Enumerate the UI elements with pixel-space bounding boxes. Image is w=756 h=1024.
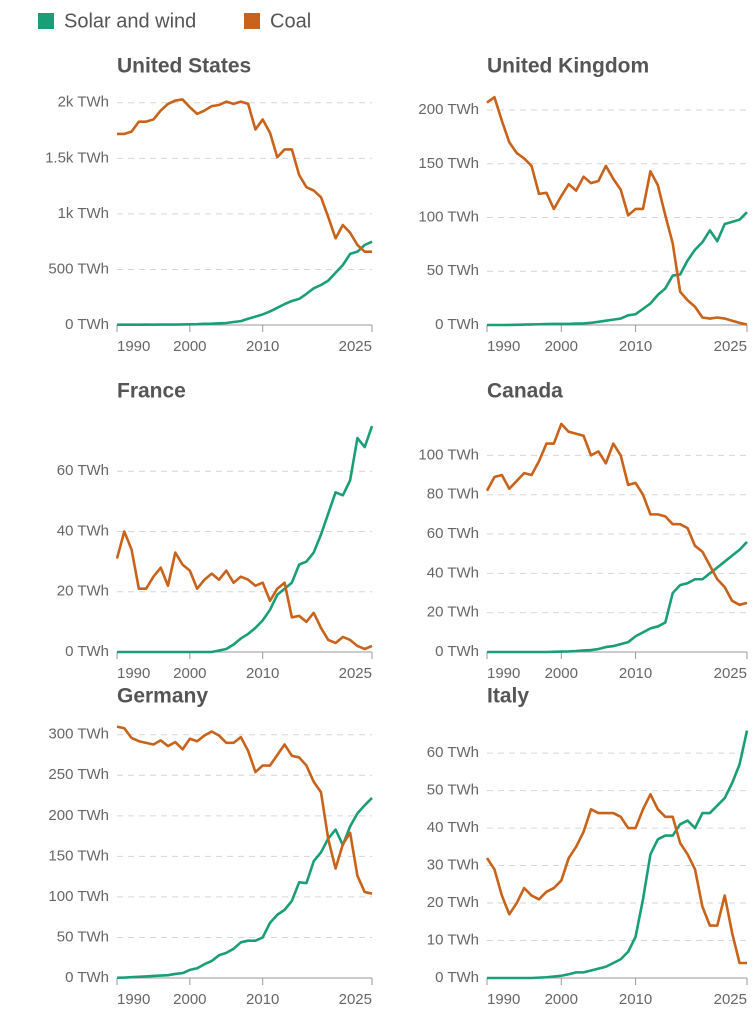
x-tick-label: 1990 (487, 338, 520, 355)
y-tick-label: 0 TWh (65, 643, 109, 660)
series-line (117, 98, 372, 253)
panel-title: France (117, 380, 186, 403)
y-tick-label: 40 TWh (427, 819, 479, 836)
y-tick-label: 20 TWh (427, 604, 479, 621)
y-tick-label: 0 TWh (435, 969, 479, 986)
y-tick-label: 150 TWh (418, 155, 479, 172)
y-tick-label: 1k TWh (58, 205, 109, 222)
y-tick-label: 60 TWh (427, 525, 479, 542)
x-tick-label: 2000 (173, 338, 206, 355)
series-line (485, 793, 747, 965)
panel-title: Canada (487, 380, 563, 403)
x-tick-label: 2000 (173, 991, 206, 1008)
y-tick-label: 300 TWh (48, 726, 109, 743)
y-tick-label: 50 TWh (57, 928, 109, 945)
y-tick-label: 2k TWh (58, 94, 109, 111)
y-tick-label: 250 TWh (48, 766, 109, 783)
legend-swatch (38, 13, 54, 29)
y-tick-label: 200 TWh (418, 101, 479, 118)
x-tick-label: 2010 (246, 665, 279, 682)
y-tick-label: 0 TWh (435, 316, 479, 333)
x-tick-label: 2000 (545, 665, 578, 682)
y-tick-label: 40 TWh (57, 522, 109, 539)
panel-title: United States (117, 55, 251, 78)
y-tick-label: 60 TWh (427, 744, 479, 761)
x-tick-label: 2000 (545, 338, 578, 355)
x-tick-label: 1990 (117, 665, 150, 682)
y-tick-label: 0 TWh (435, 643, 479, 660)
legend-swatch (244, 13, 260, 29)
series-line (487, 211, 748, 327)
y-tick-label: 1.5k TWh (45, 149, 109, 166)
x-tick-label: 2025 (714, 991, 747, 1008)
x-tick-label: 2025 (339, 991, 372, 1008)
series-line (487, 541, 748, 654)
series-line (116, 725, 373, 895)
y-tick-label: 50 TWh (427, 782, 479, 799)
x-tick-label: 2025 (714, 665, 747, 682)
y-tick-label: 0 TWh (65, 316, 109, 333)
y-tick-label: 100 TWh (48, 888, 109, 905)
y-tick-label: 10 TWh (427, 931, 479, 948)
x-tick-label: 1990 (487, 991, 520, 1008)
y-tick-label: 60 TWh (57, 462, 109, 479)
x-tick-label: 1990 (117, 991, 150, 1008)
x-tick-label: 2025 (339, 338, 372, 355)
y-tick-label: 40 TWh (427, 564, 479, 581)
legend-label: Solar and wind (64, 10, 196, 32)
x-tick-label: 2010 (619, 665, 652, 682)
x-tick-label: 2010 (246, 991, 279, 1008)
y-tick-label: 20 TWh (57, 583, 109, 600)
panel-title: United Kingdom (487, 55, 649, 78)
x-tick-label: 2010 (619, 338, 652, 355)
y-tick-label: 100 TWh (418, 208, 479, 225)
y-tick-label: 20 TWh (427, 894, 479, 911)
y-tick-label: 50 TWh (427, 262, 479, 279)
legend: Solar and wind Coal (38, 10, 311, 32)
x-tick-label: 1990 (487, 665, 520, 682)
y-tick-label: 30 TWh (427, 857, 479, 874)
y-tick-label: 0 TWh (65, 969, 109, 986)
legend-label: Coal (270, 10, 311, 32)
x-tick-label: 2025 (714, 338, 747, 355)
series-line (487, 730, 749, 980)
series-line (117, 425, 374, 654)
x-tick-label: 2000 (173, 665, 206, 682)
series-line (116, 797, 373, 980)
panel-title: Italy (487, 685, 529, 708)
series-line (115, 530, 373, 651)
y-tick-label: 100 TWh (418, 446, 479, 463)
x-tick-label: 2010 (246, 338, 279, 355)
series-line (486, 95, 748, 326)
x-tick-label: 2010 (619, 991, 652, 1008)
series-line (117, 240, 373, 326)
x-tick-label: 1990 (117, 338, 150, 355)
y-tick-label: 200 TWh (48, 807, 109, 824)
x-tick-label: 2000 (545, 991, 578, 1008)
y-tick-label: 500 TWh (48, 260, 109, 277)
y-tick-label: 150 TWh (48, 847, 109, 864)
y-tick-label: 80 TWh (427, 486, 479, 503)
panel-title: Germany (117, 685, 208, 708)
series-line (485, 422, 748, 607)
x-tick-label: 2025 (339, 665, 372, 682)
